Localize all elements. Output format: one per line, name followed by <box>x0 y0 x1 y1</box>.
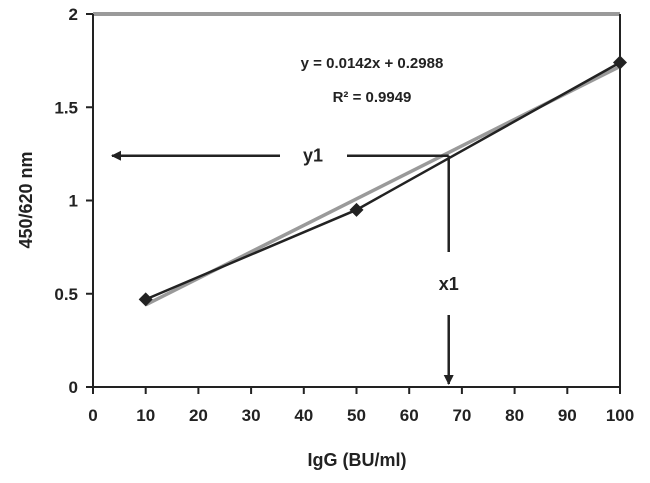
y-tick-label: 0 <box>69 378 78 397</box>
x-tick-label: 100 <box>606 406 634 425</box>
x-tick-label: 10 <box>136 406 155 425</box>
annotation-layer: y1 x1 <box>111 146 459 385</box>
x-tick-label: 90 <box>558 406 577 425</box>
y-tick-label: 0.5 <box>54 285 78 304</box>
y1-label: y1 <box>303 146 323 166</box>
x-tick-label: 0 <box>88 406 97 425</box>
trendline-equation: y = 0.0142x + 0.2988 <box>301 55 444 72</box>
x-tick-label: 40 <box>294 406 313 425</box>
x-tick-label: 20 <box>189 406 208 425</box>
data-point-marker <box>138 292 153 307</box>
x-tick-label: 70 <box>452 406 471 425</box>
data-point-marker <box>349 202 364 217</box>
data-point-marker <box>613 55 627 70</box>
series-layer <box>138 55 627 307</box>
x-tick-label: 50 <box>347 406 366 425</box>
y-tick-label: 1 <box>69 192 78 211</box>
ticks: 0 10 20 30 40 50 60 70 80 90 100 0 0.5 1 1.5 2 <box>54 5 634 425</box>
y-tick-label: 1.5 <box>54 98 78 117</box>
r-squared-label: R² = 0.9949 <box>333 89 412 106</box>
x-tick-label: 30 <box>242 406 261 425</box>
x-axis-title: IgG (BU/ml) <box>308 450 407 470</box>
x-tick-label: 60 <box>400 406 419 425</box>
y-axis-title: 450/620 nm <box>16 151 36 248</box>
y-tick-label: 2 <box>69 5 78 24</box>
x-tick-label: 80 <box>505 406 524 425</box>
x1-label: x1 <box>439 274 459 294</box>
